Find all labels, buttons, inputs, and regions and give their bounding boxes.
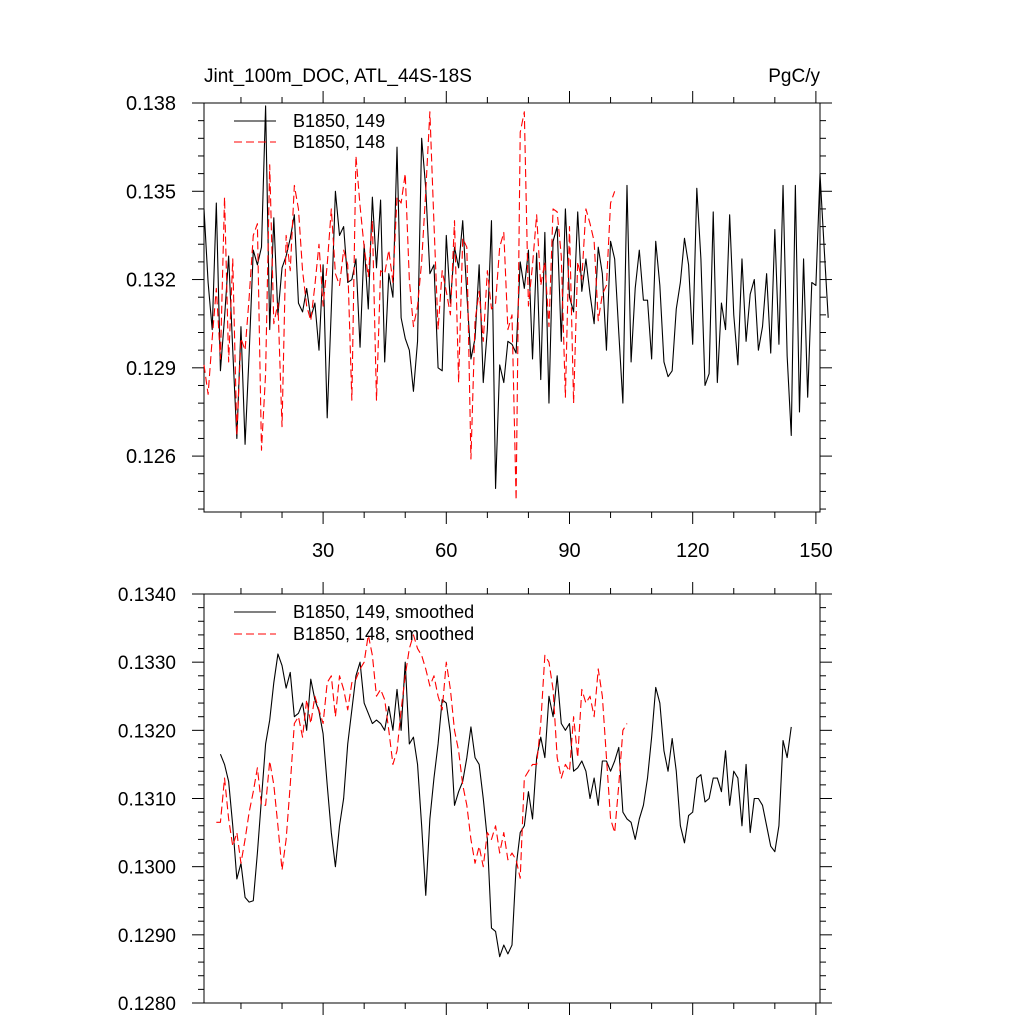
y-tick-label: 0.1320 xyxy=(118,721,176,742)
y-tick-label: 0.1290 xyxy=(118,926,176,947)
x-tick-label: 120 xyxy=(676,540,709,562)
y-tick-label: 0.135 xyxy=(126,181,176,203)
series-line-black xyxy=(203,105,829,490)
y-tick-label: 0.138 xyxy=(126,93,176,115)
plot-title-left: Jint_100m_DOC, ATL_44S-18S xyxy=(204,66,472,87)
legend-label: B1850, 148, smoothed xyxy=(293,624,474,644)
x-tick-label: 150 xyxy=(799,540,832,562)
series-line-red xyxy=(203,111,616,501)
x-tick-label: 60 xyxy=(435,540,457,562)
y-tick-label: 0.1280 xyxy=(118,994,176,1015)
series-line-red xyxy=(216,634,628,879)
y-tick-label: 0.1300 xyxy=(118,858,176,879)
y-tick-label: 0.1310 xyxy=(118,790,176,811)
x-tick-label: 30 xyxy=(312,540,334,562)
bottom-panel: 0.1280 0.1290 0.1300 0.1310 0.1320 0.1330 0.13… xyxy=(118,582,832,1015)
y-tick-label: 0.126 xyxy=(126,446,176,468)
y-tick-label: 0.1340 xyxy=(118,585,176,606)
plot-frame xyxy=(203,102,821,513)
top-panel: 30 60 90 120 150 0.126 0.129 0.132 0.135 0.138 B18… xyxy=(126,91,833,562)
legend-label: B1850, 149 xyxy=(293,111,385,131)
x-tick-label: 90 xyxy=(558,540,580,562)
plot-title-right-units: PgC/y xyxy=(768,66,820,87)
legend-label: B1850, 149, smoothed xyxy=(293,602,474,622)
y-tick-label: 0.129 xyxy=(126,358,176,380)
series-line-black xyxy=(219,653,792,958)
legend-label: B1850, 148 xyxy=(293,132,385,152)
y-tick-label: 0.132 xyxy=(126,270,176,292)
y-tick-label: 0.1330 xyxy=(118,653,176,674)
